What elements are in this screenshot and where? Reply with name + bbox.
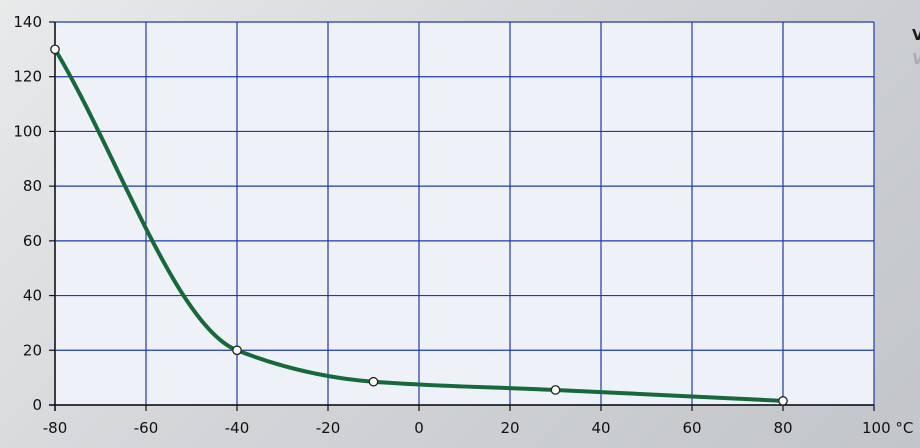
data-point (50, 44, 60, 55)
y-tick-label: 100 (13, 122, 42, 140)
x-axis-tick-labels: -80 -60 -40 -20 0 20 40 60 80 100 °C (43, 419, 914, 437)
plot-area (55, 22, 874, 405)
x-tick-label: 80 (773, 419, 792, 437)
x-tick-label: 20 (500, 419, 519, 437)
x-tick-label: -40 (225, 419, 250, 437)
x-tick-label: -20 (316, 419, 341, 437)
y-axis-tick-labels: 0 20 40 60 80 100 120 140 (13, 13, 42, 414)
x-tick-label: 40 (591, 419, 610, 437)
side-label-primary: V (912, 26, 920, 44)
y-tick-label: 60 (23, 232, 42, 250)
side-label-secondary: V (912, 50, 920, 68)
x-tick-label: 60 (682, 419, 701, 437)
y-tick-label: 140 (13, 13, 42, 31)
x-tick-label: 0 (414, 419, 424, 437)
axes (49, 21, 875, 411)
data-point (778, 396, 788, 406)
y-tick-label: 40 (23, 287, 42, 305)
x-tick-label: 100 °C (862, 419, 913, 437)
y-tick-label: 20 (23, 341, 42, 359)
x-tick-label: -80 (43, 419, 68, 437)
data-points (50, 44, 788, 406)
y-tick-label: 0 (32, 396, 42, 414)
data-point (550, 385, 561, 395)
y-tick-label: 120 (13, 68, 42, 86)
x-tick-label: -60 (134, 419, 159, 437)
data-point (232, 345, 242, 356)
y-tick-label: 80 (23, 177, 42, 195)
data-point (368, 376, 379, 387)
